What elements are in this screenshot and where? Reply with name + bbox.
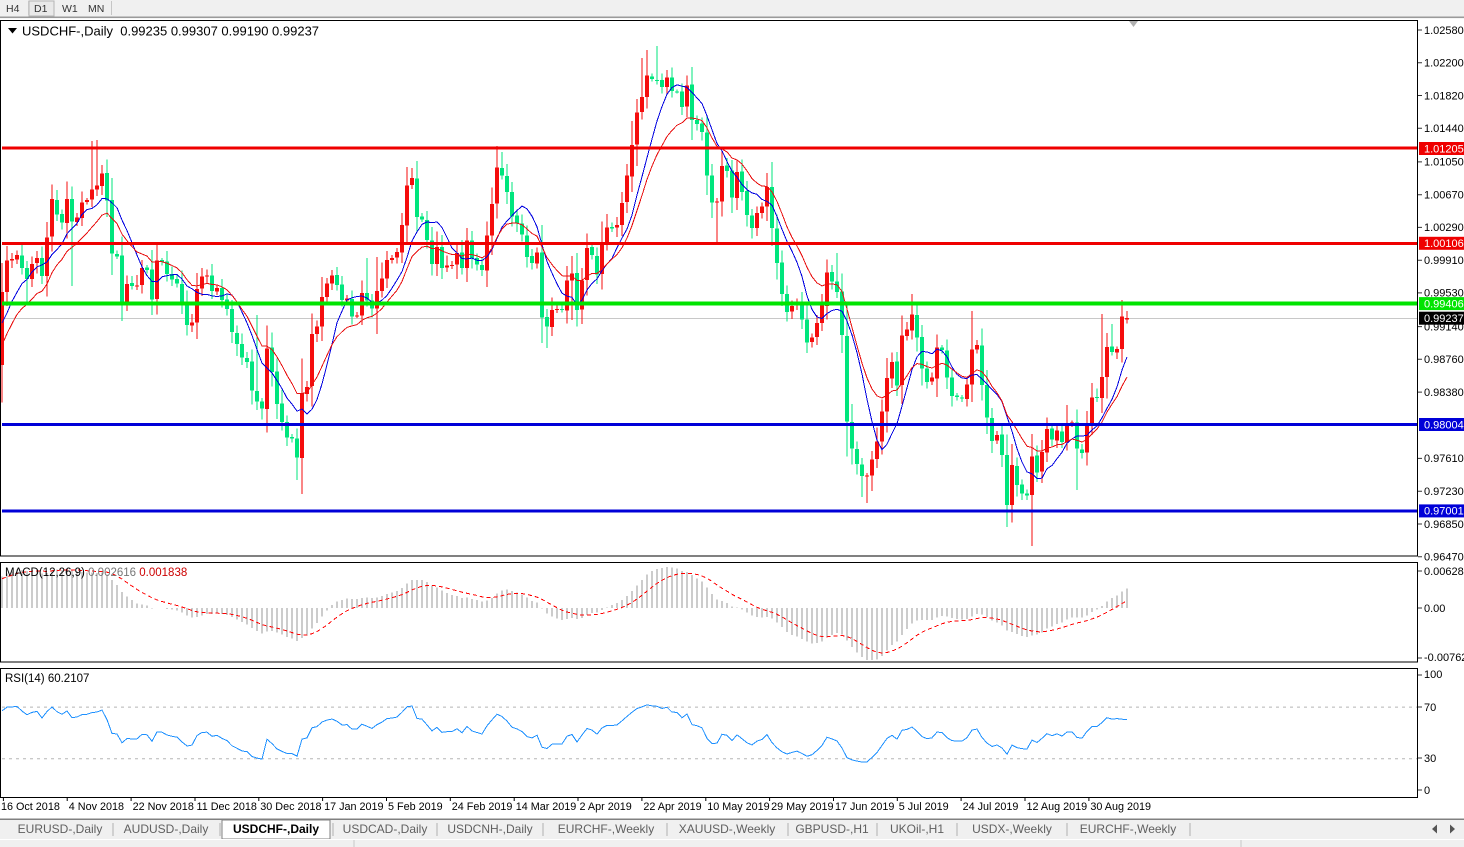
- svg-text:0.99910: 0.99910: [1424, 255, 1464, 267]
- svg-text:30: 30: [1424, 753, 1436, 765]
- svg-text:1.02200: 1.02200: [1424, 58, 1464, 70]
- svg-text:5 Jul 2019: 5 Jul 2019: [899, 801, 949, 813]
- svg-text:1.00290: 1.00290: [1424, 222, 1464, 234]
- svg-text:17 Jan 2019: 17 Jan 2019: [324, 801, 383, 813]
- svg-text:D1: D1: [34, 3, 48, 15]
- svg-text:USDCHF-,Daily 0.99235 0.99307: USDCHF-,Daily 0.99235 0.99307 0.99190 0.…: [22, 24, 319, 39]
- svg-text:EURCHF-,Weekly: EURCHF-,Weekly: [558, 822, 654, 836]
- svg-text:1.00670: 1.00670: [1424, 190, 1464, 202]
- svg-text:12 Aug 2019: 12 Aug 2019: [1027, 801, 1088, 813]
- svg-text:0.99406: 0.99406: [1424, 298, 1464, 310]
- svg-text:0.98760: 0.98760: [1424, 354, 1464, 366]
- svg-text:2 Apr 2019: 2 Apr 2019: [580, 801, 632, 813]
- svg-text:-0.00762: -0.00762: [1424, 652, 1464, 664]
- svg-text:GBPUSD-,H1: GBPUSD-,H1: [795, 822, 869, 836]
- svg-text:UKOil-,H1: UKOil-,H1: [890, 822, 944, 836]
- svg-text:0.96850: 0.96850: [1424, 519, 1464, 531]
- svg-text:MN: MN: [88, 3, 104, 15]
- svg-text:USDCHF-,Daily: USDCHF-,Daily: [233, 822, 319, 836]
- svg-text:0.99237: 0.99237: [1424, 313, 1464, 325]
- svg-text:EURCHF-,Weekly: EURCHF-,Weekly: [1080, 822, 1176, 836]
- svg-text:1.01820: 1.01820: [1424, 90, 1464, 102]
- svg-text:0.98380: 0.98380: [1424, 387, 1464, 399]
- svg-text:0.00: 0.00: [1424, 603, 1445, 615]
- svg-text:H4: H4: [6, 3, 20, 15]
- svg-text:0.97001: 0.97001: [1424, 506, 1464, 518]
- svg-text:AUDUSD-,Daily: AUDUSD-,Daily: [124, 822, 209, 836]
- svg-text:1.01440: 1.01440: [1424, 123, 1464, 135]
- svg-text:0.99530: 0.99530: [1424, 288, 1464, 300]
- svg-text:30 Aug 2019: 30 Aug 2019: [1090, 801, 1151, 813]
- svg-text:30 Dec 2018: 30 Dec 2018: [260, 801, 321, 813]
- svg-text:W1: W1: [62, 3, 78, 15]
- svg-text:RSI(14) 60.2107: RSI(14) 60.2107: [5, 673, 89, 685]
- svg-text:XAUUSD-,Weekly: XAUUSD-,Weekly: [679, 822, 775, 836]
- svg-text:24 Jul 2019: 24 Jul 2019: [963, 801, 1019, 813]
- svg-text:MACD(12,26,9) 0.002616 0.00183: MACD(12,26,9) 0.002616 0.001838: [5, 567, 187, 579]
- svg-text:0.97230: 0.97230: [1424, 486, 1464, 498]
- svg-text:0.97610: 0.97610: [1424, 453, 1464, 465]
- svg-text:1.02580: 1.02580: [1424, 25, 1464, 37]
- svg-text:0.98004: 0.98004: [1424, 419, 1464, 431]
- svg-text:24 Feb 2019: 24 Feb 2019: [452, 801, 513, 813]
- svg-text:29 May 2019: 29 May 2019: [771, 801, 833, 813]
- svg-text:70: 70: [1424, 702, 1436, 714]
- svg-text:USDCAD-,Daily: USDCAD-,Daily: [343, 822, 428, 836]
- svg-text:USDX-,Weekly: USDX-,Weekly: [972, 822, 1052, 836]
- svg-text:0: 0: [1424, 785, 1430, 797]
- svg-text:USDCNH-,Daily: USDCNH-,Daily: [447, 822, 532, 836]
- svg-text:22 Nov 2018: 22 Nov 2018: [133, 801, 194, 813]
- svg-text:16 Oct 2018: 16 Oct 2018: [1, 801, 60, 813]
- svg-text:5 Feb 2019: 5 Feb 2019: [388, 801, 443, 813]
- svg-text:1.01205: 1.01205: [1424, 143, 1464, 155]
- svg-text:0.96470: 0.96470: [1424, 552, 1464, 564]
- svg-text:22 Apr 2019: 22 Apr 2019: [643, 801, 701, 813]
- svg-text:14 Mar 2019: 14 Mar 2019: [516, 801, 577, 813]
- svg-text:100: 100: [1424, 669, 1442, 681]
- svg-text:0.006286: 0.006286: [1424, 566, 1464, 578]
- svg-text:11 Dec 2018: 11 Dec 2018: [197, 801, 257, 813]
- svg-text:1.00106: 1.00106: [1424, 238, 1464, 250]
- svg-text:4 Nov 2018: 4 Nov 2018: [69, 801, 124, 813]
- svg-text:1.01050: 1.01050: [1424, 157, 1464, 169]
- svg-text:17 Jun 2019: 17 Jun 2019: [835, 801, 894, 813]
- svg-text:10 May 2019: 10 May 2019: [707, 801, 769, 813]
- svg-text:EURUSD-,Daily: EURUSD-,Daily: [18, 822, 103, 836]
